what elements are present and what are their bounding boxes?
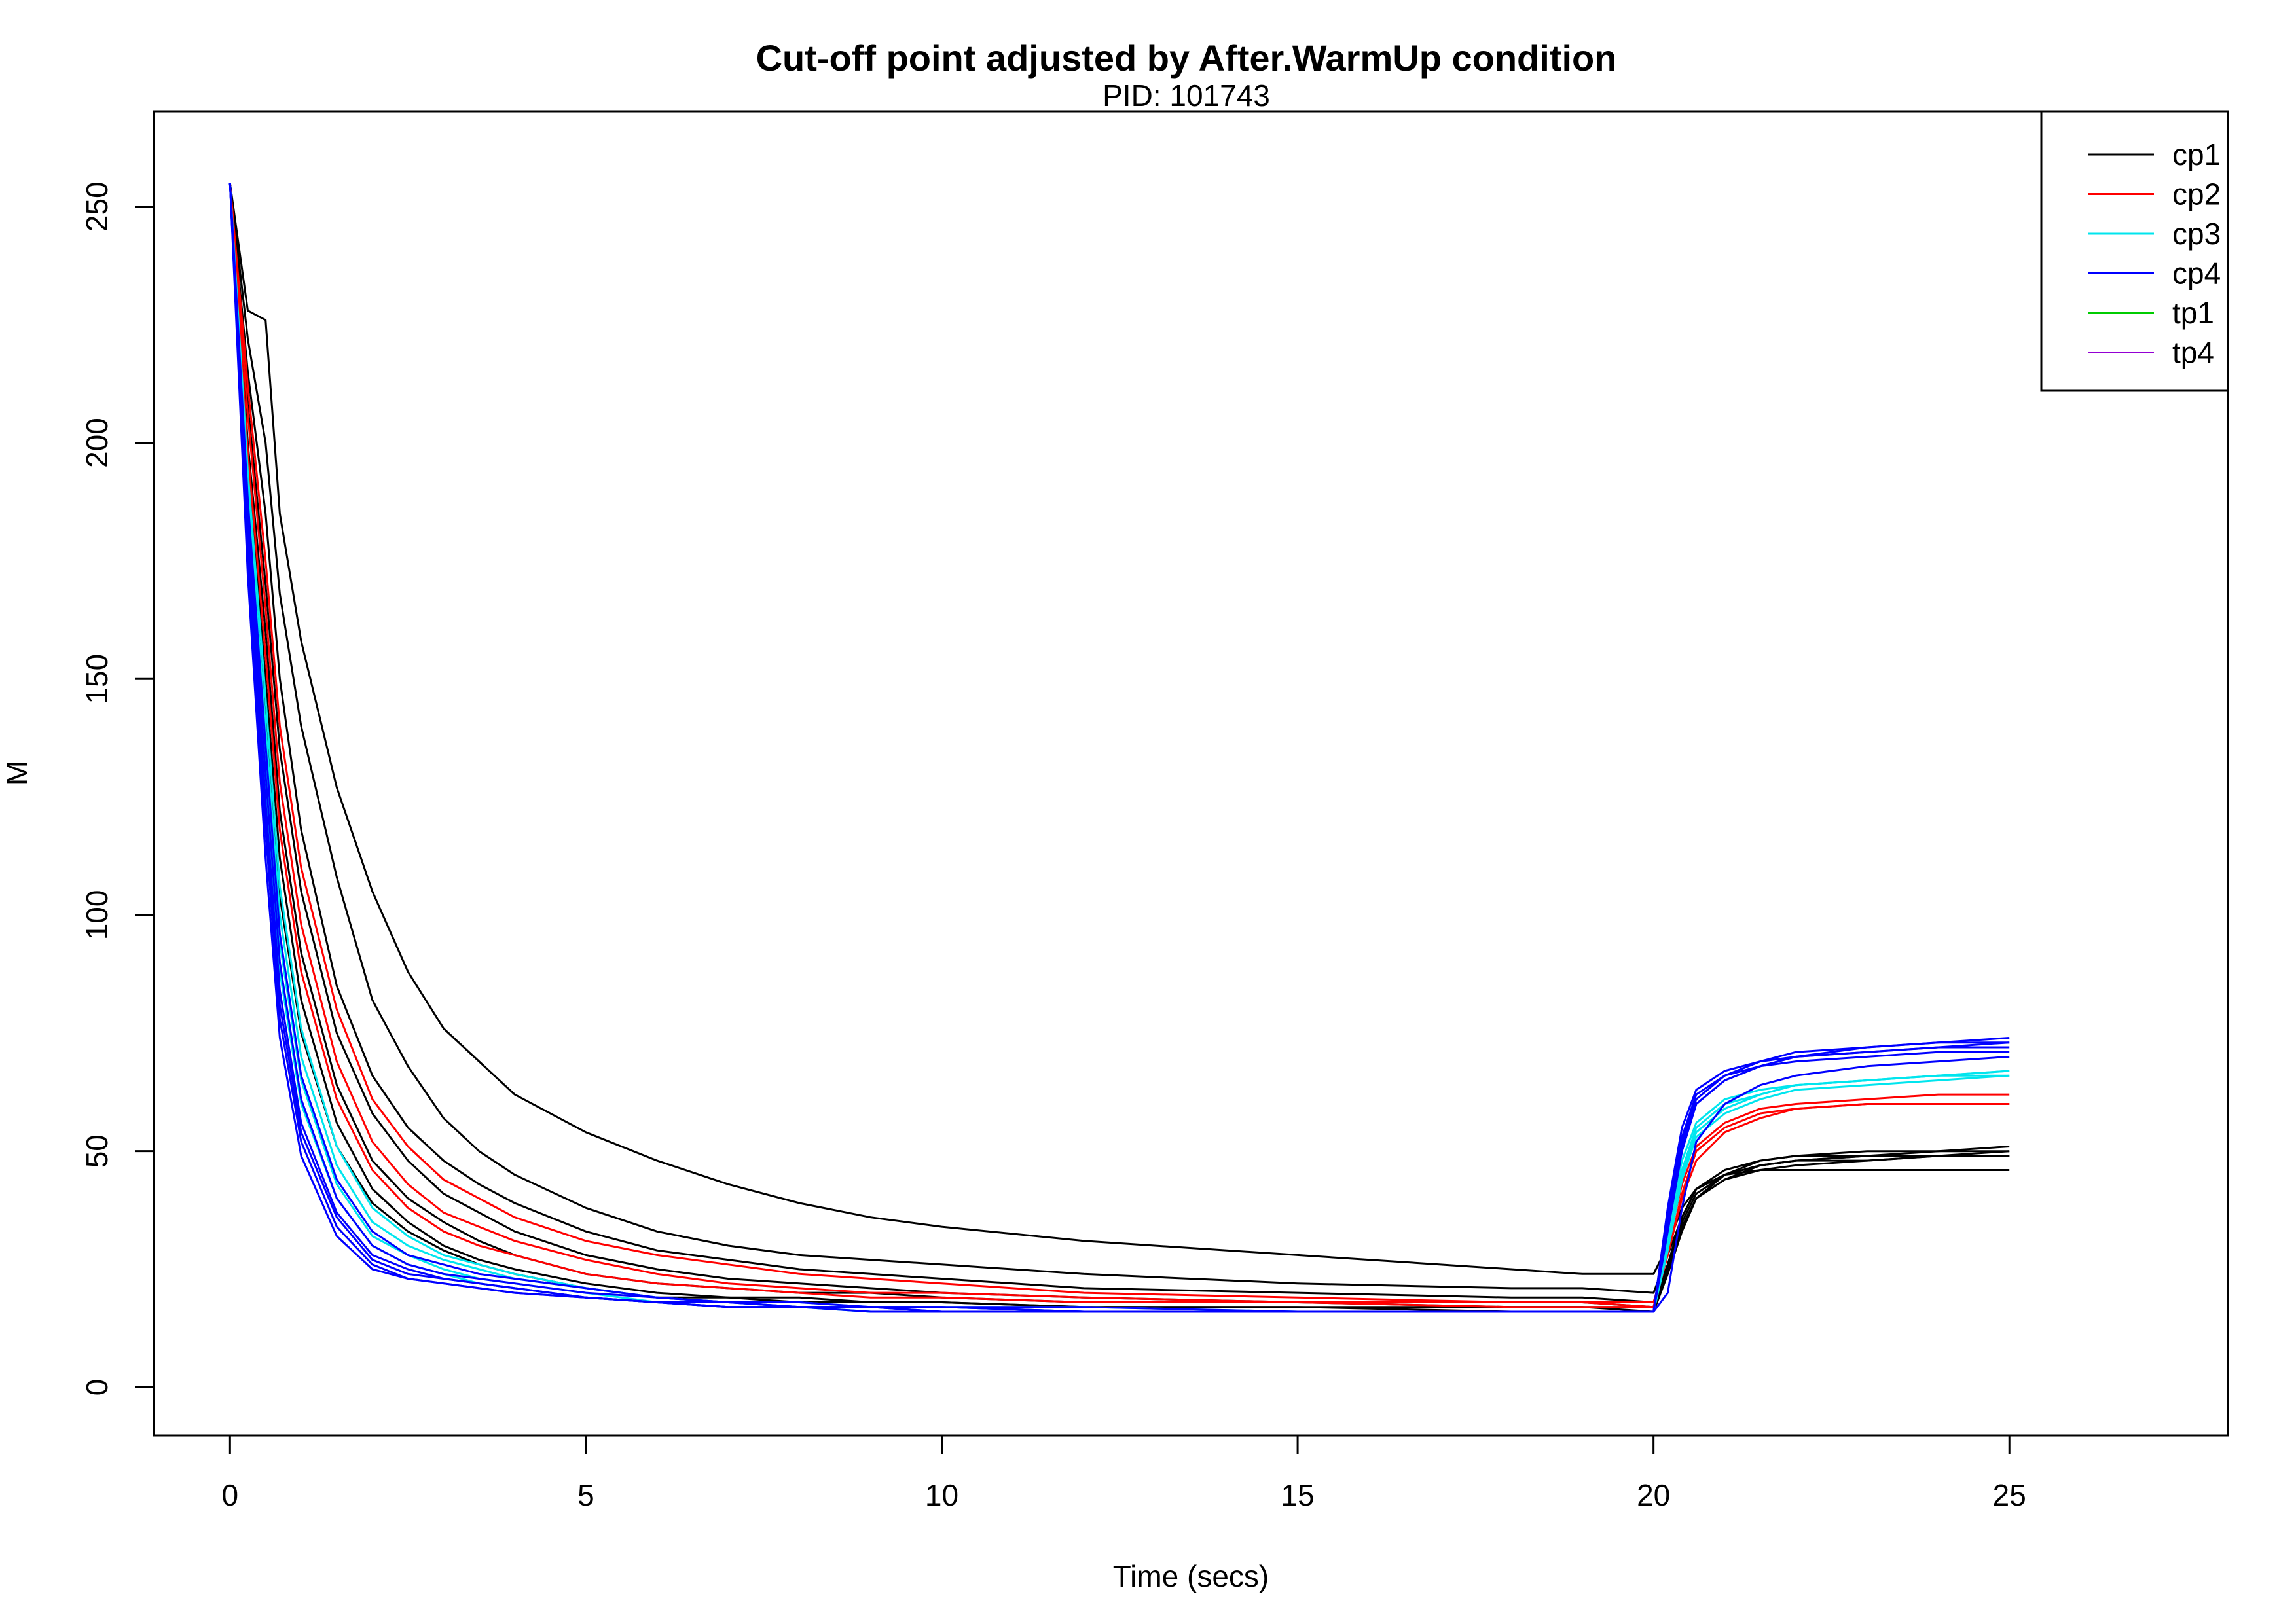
- x-tick-label: 5: [577, 1478, 594, 1512]
- series-line-cp4-17: [228, 183, 2010, 1313]
- y-tick-label: 100: [80, 890, 114, 941]
- legend-box: [2040, 110, 2229, 392]
- x-tick-label: 0: [222, 1478, 239, 1512]
- chart-title: Cut-off point adjusted by After.WarmUp c…: [756, 37, 1617, 79]
- series-line-cp4-20: [228, 183, 2010, 1313]
- series-line-cp4-18: [228, 183, 2010, 1313]
- x-tick-label: 25: [1993, 1478, 2026, 1512]
- series-line-cp4-16: [228, 183, 2010, 1313]
- series-line-cp1-5: [228, 183, 2010, 1308]
- series-line-cp4-15: [228, 183, 2010, 1313]
- x-tick-label: 15: [1281, 1478, 1314, 1512]
- y-tick-label: 250: [80, 181, 114, 232]
- series-line-cp1-4: [228, 183, 2010, 1308]
- series-layer: [228, 183, 2010, 1313]
- series-line-cp3-14: [228, 183, 2010, 1313]
- series-line-cp3-12: [228, 183, 2010, 1313]
- series-line-cp3-13: [228, 183, 2010, 1313]
- y-tick-label: 150: [80, 654, 114, 704]
- legend-label-cp2: cp2: [2172, 177, 2221, 211]
- y-tick-label: 0: [80, 1379, 114, 1396]
- series-line-cp1-6: [228, 183, 2010, 1313]
- series-line-cp1-7: [228, 183, 2010, 1313]
- series-line-cp2-10: [228, 183, 2010, 1308]
- y-axis-label: M: [0, 761, 34, 785]
- x-tick-label: 10: [925, 1478, 958, 1512]
- series-line-cp2-8: [228, 183, 2010, 1303]
- x-tick-label: 20: [1637, 1478, 1670, 1512]
- legend-label-cp4: cp4: [2172, 257, 2221, 291]
- legend-label-tp4: tp4: [2172, 336, 2214, 370]
- series-line-cp1-3: [228, 183, 2010, 1303]
- legend-label-cp3: cp3: [2172, 217, 2221, 251]
- y-tick-label: 200: [80, 418, 114, 468]
- legend-label-tp1: tp1: [2172, 296, 2214, 330]
- series-line-cp1-1: [228, 183, 2010, 1275]
- legend: cp1 cp2 cp3 cp4 tp1 tp4: [2040, 110, 2229, 392]
- series-line-cp4-19: [228, 183, 2010, 1313]
- y-tick-label: 50: [80, 1134, 114, 1168]
- series-line-cp1-2: [228, 183, 2010, 1294]
- x-axis: 0 5 10 15 20 25: [222, 1434, 2026, 1512]
- x-axis-label: Time (secs): [1113, 1559, 1269, 1593]
- y-axis: 0 50 100 150 200 250: [80, 181, 155, 1396]
- series-line-cp2-9: [228, 183, 2010, 1308]
- series-line-cp3-11: [228, 183, 2010, 1313]
- chart-subtitle: PID: 101743: [1102, 79, 1270, 113]
- legend-label-cp1: cp1: [2172, 137, 2221, 171]
- plot-area-frame: [153, 110, 2229, 1437]
